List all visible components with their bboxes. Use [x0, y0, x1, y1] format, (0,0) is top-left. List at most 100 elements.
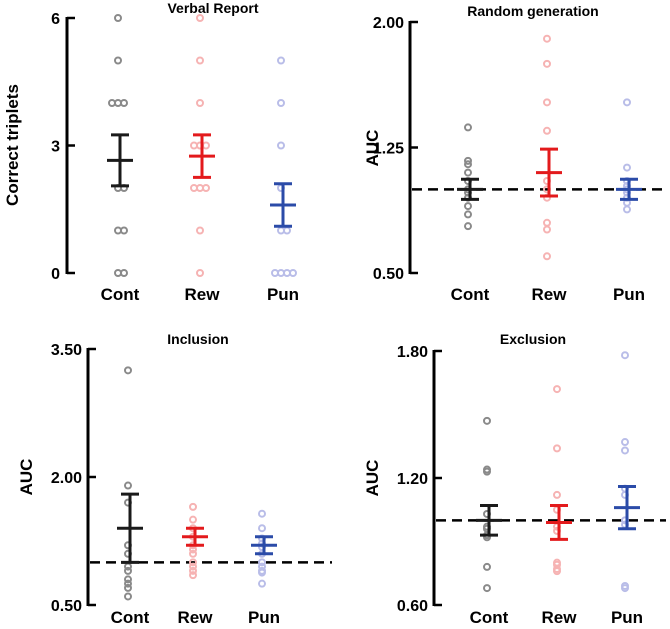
data-point	[114, 14, 122, 22]
data-point	[196, 14, 204, 22]
data-point	[283, 226, 291, 235]
data-point	[543, 218, 551, 227]
panel-random-generation: Random generation AUC 0.50 1.25 2.00 Cont Rew P…	[363, 3, 666, 304]
data-point	[189, 558, 197, 567]
data-point	[277, 141, 285, 150]
category-label: Rew	[532, 285, 568, 304]
data-point	[190, 184, 198, 192]
data-point	[124, 575, 132, 584]
data-point	[120, 99, 128, 107]
data-point	[189, 571, 197, 580]
data-point	[196, 56, 204, 65]
panel-exclusion: Exclusion AUC 0.60 1.20 1.80 Cont Rew Pun	[363, 331, 666, 627]
category-label: Rew	[185, 285, 221, 304]
category-label: Rew	[542, 608, 578, 627]
data-point	[483, 416, 491, 425]
data-point	[258, 509, 266, 518]
data-point	[124, 366, 132, 375]
y-axis-label: AUC	[17, 459, 36, 496]
data-point	[124, 481, 132, 490]
chart-title: Random generation	[467, 3, 598, 19]
data-point	[543, 252, 551, 261]
data-point	[553, 490, 561, 499]
data-point	[621, 584, 629, 593]
data-point	[623, 163, 631, 172]
data-point	[483, 562, 491, 571]
data-point	[621, 438, 629, 447]
data-point	[553, 567, 561, 576]
data-point	[190, 141, 198, 150]
data-point	[277, 56, 285, 65]
data-point	[464, 202, 472, 211]
y-tick-label: 1.25	[373, 141, 404, 158]
data-point	[464, 222, 472, 231]
data-point	[202, 141, 210, 150]
data-point	[543, 98, 551, 107]
data-point	[120, 269, 128, 277]
data-point	[189, 549, 197, 558]
y-tick-label: 6	[51, 11, 60, 28]
data-point	[553, 385, 561, 394]
data-point	[464, 156, 472, 165]
data-point	[483, 467, 491, 476]
category-label: Cont	[451, 285, 490, 304]
category-label: Pun	[267, 285, 299, 304]
data-point	[483, 584, 491, 593]
data-point	[464, 210, 472, 219]
y-tick-label: 3	[51, 139, 60, 156]
data-point	[277, 99, 285, 107]
y-tick-label: 2.00	[373, 15, 404, 32]
y-axis-label: Correct triplets	[3, 84, 22, 206]
data-point	[543, 34, 551, 43]
data-point	[621, 446, 629, 455]
data-point	[464, 160, 472, 169]
data-point	[124, 583, 132, 592]
data-point	[124, 566, 132, 575]
chart-title: Exclusion	[500, 331, 566, 347]
data-point	[120, 226, 128, 235]
y-tick-label: 1.80	[397, 344, 428, 361]
data-point	[196, 99, 204, 107]
y-tick-label: 2.00	[51, 470, 82, 487]
data-point	[553, 444, 561, 453]
category-label: Pun	[248, 608, 280, 627]
data-point	[543, 225, 551, 234]
panel-verbal-report: Verbal Report Correct triplets 0 3 6 Cont Rew P…	[3, 0, 299, 304]
y-tick-label: 0.60	[397, 598, 428, 615]
panel-inclusion: Inclusion AUC 0.50 2.00 3.50 Cont Rew Pun	[17, 331, 332, 627]
category-label: Cont	[101, 285, 140, 304]
data-point	[108, 99, 116, 107]
category-label: Pun	[611, 608, 643, 627]
data-point	[189, 515, 197, 524]
data-point	[543, 126, 551, 135]
category-label: Cont	[111, 608, 150, 627]
data-point	[124, 592, 132, 601]
data-point	[623, 98, 631, 107]
y-axis-label: AUC	[363, 460, 382, 497]
chart-title: Inclusion	[167, 331, 228, 347]
data-point	[464, 168, 472, 177]
y-axis-label: AUC	[363, 130, 382, 167]
data-point	[258, 558, 266, 567]
y-tick-label: 0.50	[51, 598, 82, 615]
chart-title: Verbal Report	[167, 0, 258, 16]
y-tick-label: 1.20	[397, 471, 428, 488]
y-tick-label: 0.50	[373, 266, 404, 283]
data-point	[271, 269, 279, 277]
data-point	[196, 269, 204, 277]
y-tick-label: 3.50	[51, 342, 82, 359]
data-point	[202, 184, 210, 192]
data-point	[114, 56, 122, 65]
data-point	[124, 579, 132, 588]
y-tick-label: 0	[51, 266, 60, 283]
category-label: Pun	[613, 285, 645, 304]
data-point	[543, 59, 551, 68]
data-point	[189, 502, 197, 511]
data-point	[258, 579, 266, 588]
data-point	[258, 524, 266, 533]
data-point	[196, 226, 204, 235]
data-point	[189, 562, 197, 571]
data-point	[464, 123, 472, 132]
data-point	[289, 269, 297, 277]
